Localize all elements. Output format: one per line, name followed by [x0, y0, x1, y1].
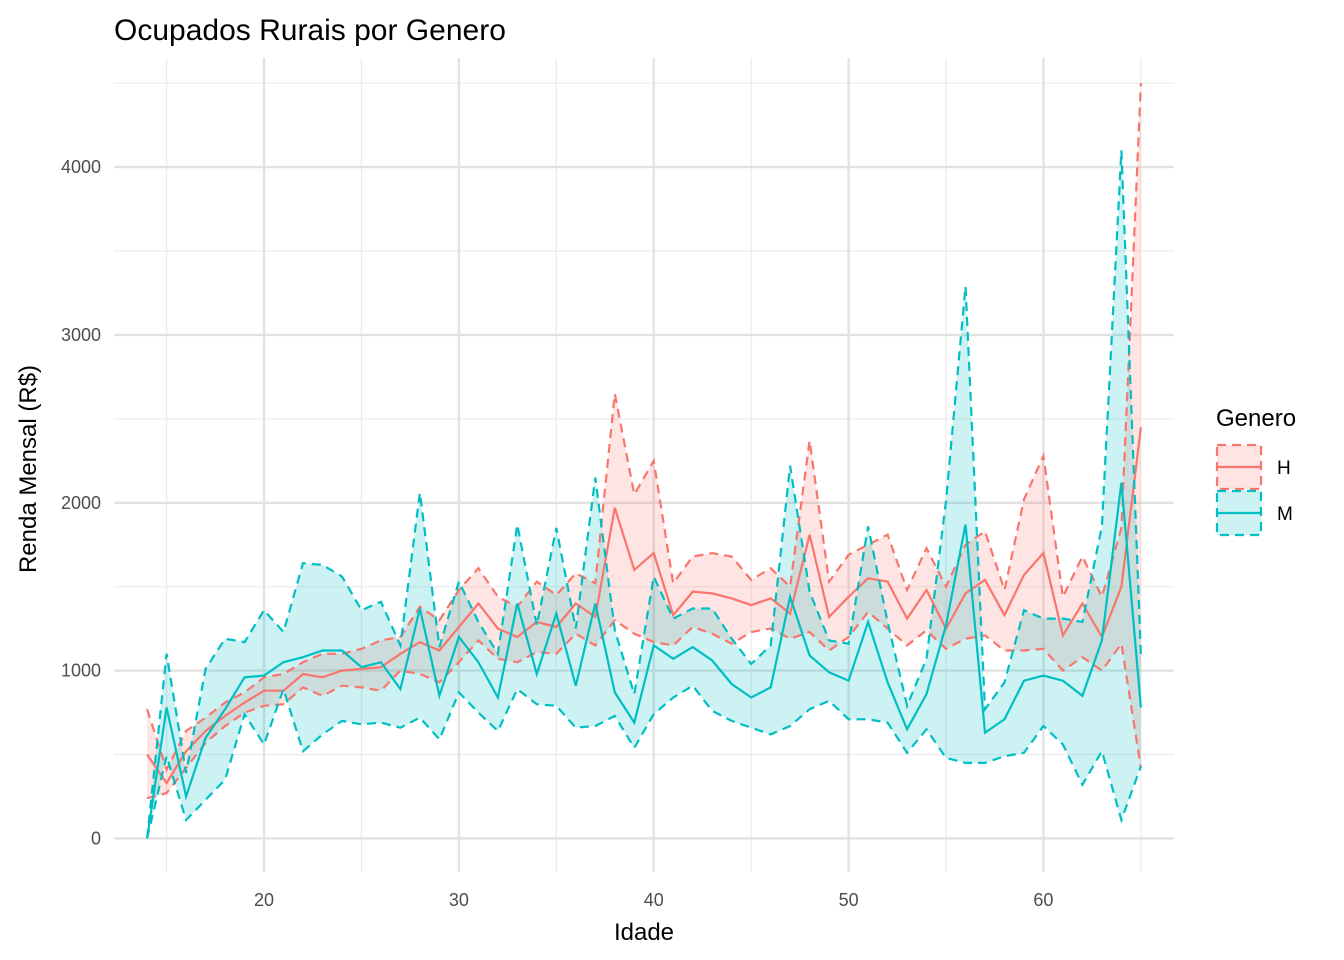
legend-label: M	[1277, 504, 1293, 525]
chart-title: Ocupados Rurais por Genero	[114, 14, 506, 47]
mean-line-H	[146, 427, 1142, 786]
x-tick-label: 20	[254, 890, 274, 910]
legend-label: H	[1277, 458, 1291, 479]
x-tick-label: 40	[644, 890, 664, 910]
lower-bound-line-M	[146, 684, 1142, 839]
x-axis-title: Idade	[614, 919, 674, 946]
legend-item-H: H	[1215, 443, 1291, 491]
x-tick-label: 50	[839, 890, 859, 910]
legend: Genero H M	[1215, 405, 1296, 537]
mean-line-M	[146, 482, 1142, 839]
y-tick-label: 1000	[61, 661, 101, 681]
y-tick-label: 2000	[61, 493, 101, 513]
upper-bound-line-M	[146, 150, 1142, 839]
upper-bound-line-H	[146, 83, 1142, 773]
ribbon-M	[147, 150, 1141, 839]
y-tick-label: 0	[91, 828, 101, 848]
ribbons	[147, 83, 1141, 839]
series-lines	[146, 83, 1142, 839]
y-tick-label: 3000	[61, 325, 101, 345]
grid	[114, 58, 1174, 872]
y-axis-title: Renda Mensal (R$)	[15, 365, 42, 573]
y-tick-label: 4000	[61, 157, 101, 177]
legend-item-M: M	[1215, 489, 1293, 537]
x-tick-label: 30	[449, 890, 469, 910]
ribbon-H	[147, 83, 1141, 799]
x-tick-label: 60	[1033, 890, 1053, 910]
y-axis-ticks: 0 1000 2000 3000 4000	[61, 157, 101, 848]
x-axis-ticks: 20 30 40 50 60	[254, 890, 1053, 910]
legend-title: Genero	[1216, 405, 1296, 432]
plot-area	[114, 58, 1174, 872]
